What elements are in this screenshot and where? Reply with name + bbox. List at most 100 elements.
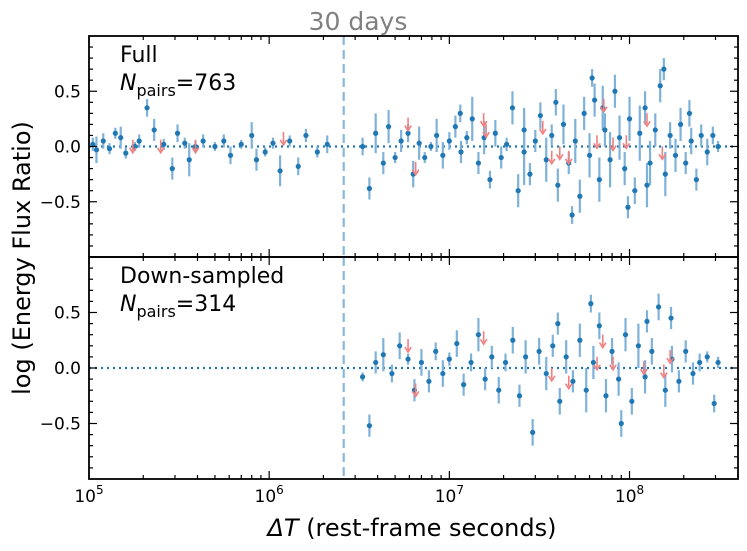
data-point xyxy=(504,141,510,147)
data-point xyxy=(324,141,330,147)
x-tick-exponent: 5 xyxy=(96,483,104,497)
data-point xyxy=(686,110,693,116)
data-point xyxy=(446,138,452,144)
data-point xyxy=(592,97,598,103)
data-point xyxy=(661,66,667,72)
data-point xyxy=(667,132,673,139)
data-point xyxy=(616,135,623,141)
upper-limit-head xyxy=(404,125,412,133)
data-point xyxy=(359,374,366,380)
x-tick-exponent: 6 xyxy=(276,483,284,497)
data-point xyxy=(668,315,674,321)
data-point xyxy=(174,130,181,136)
x-tick-label: 105 xyxy=(74,483,103,507)
data-point xyxy=(586,152,593,158)
data-point xyxy=(366,185,373,192)
upper-limit-arrow xyxy=(156,139,165,155)
data-point xyxy=(380,352,386,358)
data-point xyxy=(625,204,631,210)
upper-limit-head xyxy=(191,147,200,155)
upper-limit-head xyxy=(609,364,617,372)
upper-limit-head xyxy=(659,372,668,380)
upper-limit-head xyxy=(609,145,617,152)
data-point xyxy=(676,378,682,384)
data-point xyxy=(532,138,538,144)
data-point xyxy=(434,132,440,139)
data-point xyxy=(672,152,679,158)
data-point xyxy=(563,354,569,360)
data-point xyxy=(711,400,717,407)
upper-limit-arrow xyxy=(547,367,556,383)
upper-limit-arrow xyxy=(666,350,674,365)
data-point xyxy=(549,132,555,139)
data-point xyxy=(583,387,589,393)
data-point xyxy=(464,135,470,141)
upper-limit-head xyxy=(622,142,631,150)
data-point xyxy=(287,138,293,144)
x-tick-base: 10 xyxy=(74,487,96,507)
data-point xyxy=(144,105,150,111)
data-point xyxy=(577,337,583,343)
data-point xyxy=(523,354,529,360)
data-point xyxy=(704,149,710,155)
data-point xyxy=(647,160,653,166)
data-point xyxy=(295,163,301,169)
data-point xyxy=(607,157,613,163)
data-point xyxy=(262,149,268,155)
data-point xyxy=(461,382,467,388)
upper-limit-arrow xyxy=(191,139,200,155)
panel-pair-count: Npairs=763 xyxy=(120,71,236,100)
data-point xyxy=(487,177,493,183)
data-point xyxy=(521,127,527,133)
data-point xyxy=(366,423,373,429)
data-point xyxy=(589,75,595,81)
data-point xyxy=(405,356,411,362)
data-point xyxy=(136,138,142,144)
upper-limit-head xyxy=(564,383,573,391)
data-point xyxy=(635,343,641,349)
upper-limit-arrow xyxy=(659,364,668,380)
data-point xyxy=(457,110,463,116)
data-point xyxy=(161,141,167,147)
upper-limit-arrow xyxy=(538,120,547,136)
data-point xyxy=(618,420,624,427)
panels-layer: 0.50.0−0.5FullNpairs=7630.50.0−0.5Down-s… xyxy=(40,35,739,507)
upper-limit-arrow xyxy=(598,334,607,350)
data-point xyxy=(697,359,703,366)
data-point xyxy=(469,116,475,122)
upper-limit-head xyxy=(128,147,137,155)
data-point xyxy=(649,348,655,354)
data-point xyxy=(510,337,516,343)
data-point xyxy=(389,370,395,377)
upper-limit-arrow xyxy=(279,131,288,147)
reference-line-label: 30 days xyxy=(309,7,408,36)
upper-limit-arrow xyxy=(564,375,573,391)
data-point xyxy=(572,138,578,144)
data-point xyxy=(100,138,106,144)
upper-limit-head xyxy=(479,338,488,346)
data-point xyxy=(489,354,495,360)
upper-limit-head xyxy=(279,139,288,147)
x-axis-label: ΔT (rest-frame seconds) xyxy=(265,514,556,542)
data-point xyxy=(238,141,244,147)
data-point xyxy=(596,177,602,183)
data-point xyxy=(644,318,650,324)
data-point xyxy=(515,188,521,194)
data-point xyxy=(521,149,527,155)
data-point xyxy=(622,332,629,338)
data-point xyxy=(632,188,638,194)
x-tick-base: 10 xyxy=(255,487,277,507)
pair-count-subscript: pairs xyxy=(136,81,175,100)
data-point xyxy=(458,149,464,155)
panel-full: 0.5 0.0 −0.5 Full Npairs=763 xyxy=(40,35,739,258)
data-point xyxy=(492,130,498,136)
data-point xyxy=(715,359,721,366)
data-point xyxy=(642,105,648,111)
data-point xyxy=(397,343,403,349)
upper-limit-head xyxy=(547,158,556,166)
data-point xyxy=(169,166,175,172)
upper-limit-arrow xyxy=(404,117,412,133)
data-point xyxy=(560,121,567,127)
y-axis-label: log (Energy Flux Ratio) xyxy=(8,121,36,395)
y-tick-label: 0.5 xyxy=(54,304,81,324)
